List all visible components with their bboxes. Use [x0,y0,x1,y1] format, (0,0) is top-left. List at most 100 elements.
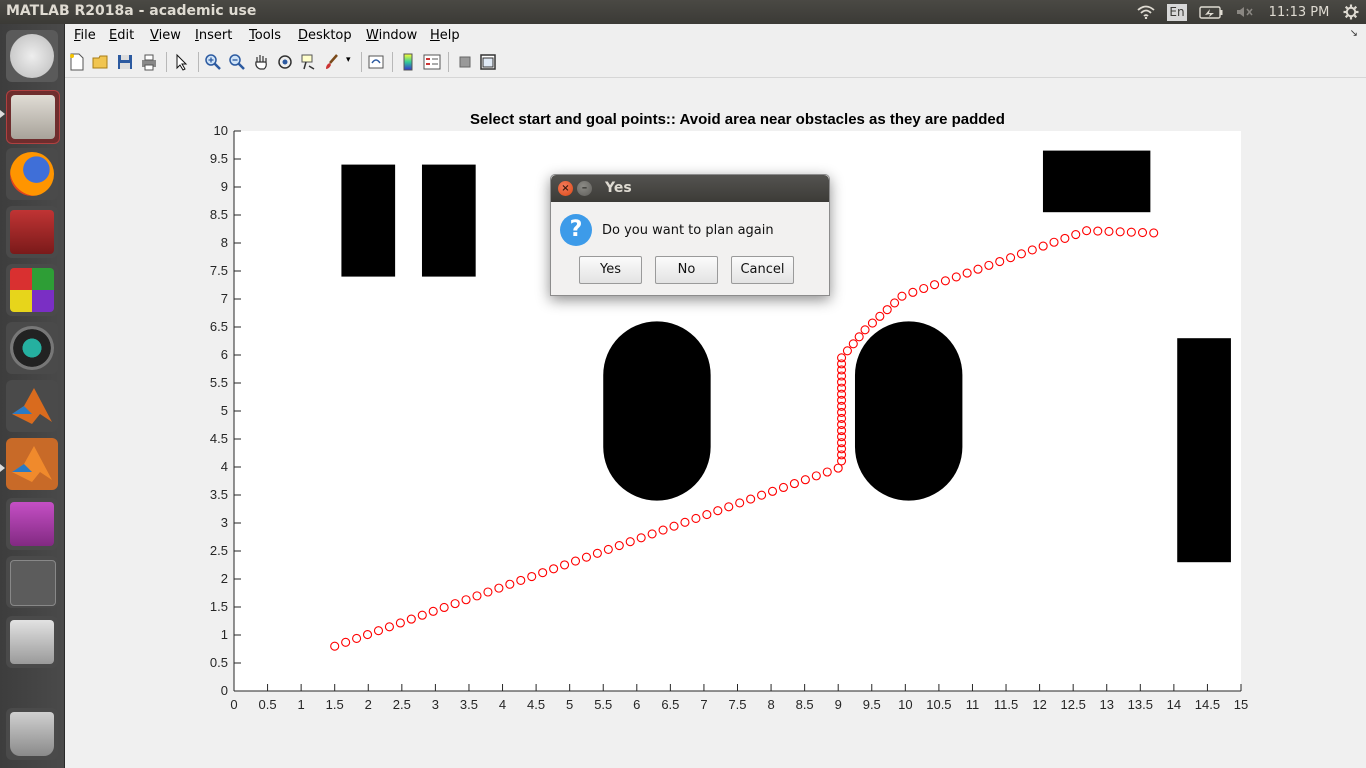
obstacle-capsule [603,321,711,501]
battery-icon[interactable] [1198,0,1224,24]
workspaces-button[interactable] [6,556,58,608]
color-app-button[interactable] [6,264,58,316]
path-point [837,365,847,375]
wifi-icon[interactable] [1134,0,1158,24]
path-point [428,606,438,616]
path-point [1016,249,1026,259]
path-point [691,513,701,523]
menu-edit[interactable]: Edit [109,28,135,43]
cancel-button[interactable]: Cancel [731,256,794,284]
x-tick-label: 14.5 [1195,697,1220,712]
menu-insert[interactable]: Insert [195,28,233,43]
print-icon[interactable] [140,53,158,71]
path-point [837,438,847,448]
open-folder-icon[interactable] [92,53,110,71]
menu-window[interactable]: Window [366,28,418,43]
x-tick-label: 7 [700,697,707,712]
trash-button[interactable] [6,708,58,760]
path-point [837,359,847,369]
dock-arrow-icon[interactable]: ↘ [1349,28,1358,39]
y-tick-label: 10 [214,123,228,138]
pan-hand-icon[interactable] [252,53,270,71]
zoom-out-icon[interactable] [228,53,246,71]
volume-muted-icon[interactable] [1234,0,1256,24]
clock[interactable]: 11:13 PM [1268,4,1330,20]
close-icon[interactable]: × [558,181,573,196]
select-arrow-icon[interactable] [173,53,191,71]
data-cursor-icon[interactable] [300,53,318,71]
path-point [800,475,810,485]
path-point [995,256,1005,267]
link-plot-icon[interactable] [367,53,385,71]
window-title: MATLAB R2018a - academic use [6,3,257,19]
path-point [1082,226,1092,236]
path-point [680,517,690,527]
path-point [614,540,624,551]
menu-help[interactable]: Help [430,28,460,43]
menu-bar: File Edit View Insert Tools Desktop Wind… [65,24,1366,47]
x-tick-label: 15 [1234,697,1248,712]
x-tick-label: 10 [898,697,912,712]
no-button[interactable]: No [655,256,718,284]
path-point [592,548,602,558]
x-tick-label: 9 [835,697,842,712]
legend-icon[interactable] [423,53,441,71]
new-file-icon[interactable] [68,53,86,71]
menu-file[interactable]: File [74,28,96,43]
terminal-app-button[interactable] [6,206,58,258]
path-point [908,287,918,297]
zoom-in-icon[interactable] [204,53,222,71]
menu-tools[interactable]: Tools [249,28,282,43]
ubuntu-dash-button[interactable] [6,30,58,82]
top-panel: MATLAB R2018a - academic use En 11:13 PM [0,0,1366,24]
obstacle-rect [421,164,476,277]
path-point [658,525,668,535]
path-point [837,389,847,399]
terminal-icon [10,210,54,254]
matlab-icon [12,446,52,482]
path-point [636,533,646,543]
save-icon[interactable] [116,53,134,71]
yes-button[interactable]: Yes [579,256,642,284]
path-point [1038,241,1048,251]
path-point [1115,227,1125,237]
y-tick-label: 7 [221,291,228,306]
dropdown-arrow-icon[interactable]: ▾ [346,55,351,65]
camera-lens-icon [10,326,54,370]
minimize-icon[interactable]: – [577,181,592,196]
x-tick-label: 3 [432,697,439,712]
system-gear-icon[interactable] [1340,0,1362,24]
x-tick-label: 6 [633,697,640,712]
path-point [837,407,847,417]
path-point [395,618,405,628]
path-point [560,560,570,570]
firefox-button[interactable] [6,148,58,200]
x-tick-label: 4.5 [527,697,545,712]
path-point [439,602,449,613]
x-tick-label: 7.5 [728,697,746,712]
chart-title: Select start and goal points:: Avoid are… [470,111,1005,128]
path-point [538,568,548,578]
path-point [837,426,847,436]
rotate-3d-icon[interactable] [276,53,294,71]
keyboard-language-indicator[interactable]: En [1166,0,1188,24]
hide-plot-tools-icon[interactable] [456,53,474,71]
path-point [625,537,635,547]
x-tick-label: 0 [230,697,237,712]
brush-icon[interactable] [323,53,341,71]
x-tick-label: 12.5 [1061,697,1086,712]
color-blocks-icon [10,268,54,312]
show-plot-tools-icon[interactable] [479,53,497,71]
path-point [837,395,847,405]
purple-app-button[interactable] [6,498,58,550]
files-button[interactable] [6,90,60,144]
path-point [822,467,832,477]
colorbar-icon[interactable] [399,53,417,71]
matlab-active-button[interactable] [6,438,58,490]
dialog-titlebar[interactable]: × – Yes [551,175,829,202]
disk-button[interactable] [6,616,58,668]
webcam-app-button[interactable] [6,322,58,374]
menu-desktop[interactable]: Desktop [298,28,352,43]
menu-view[interactable]: View [150,28,181,43]
matlab-launcher-button[interactable] [6,380,58,432]
